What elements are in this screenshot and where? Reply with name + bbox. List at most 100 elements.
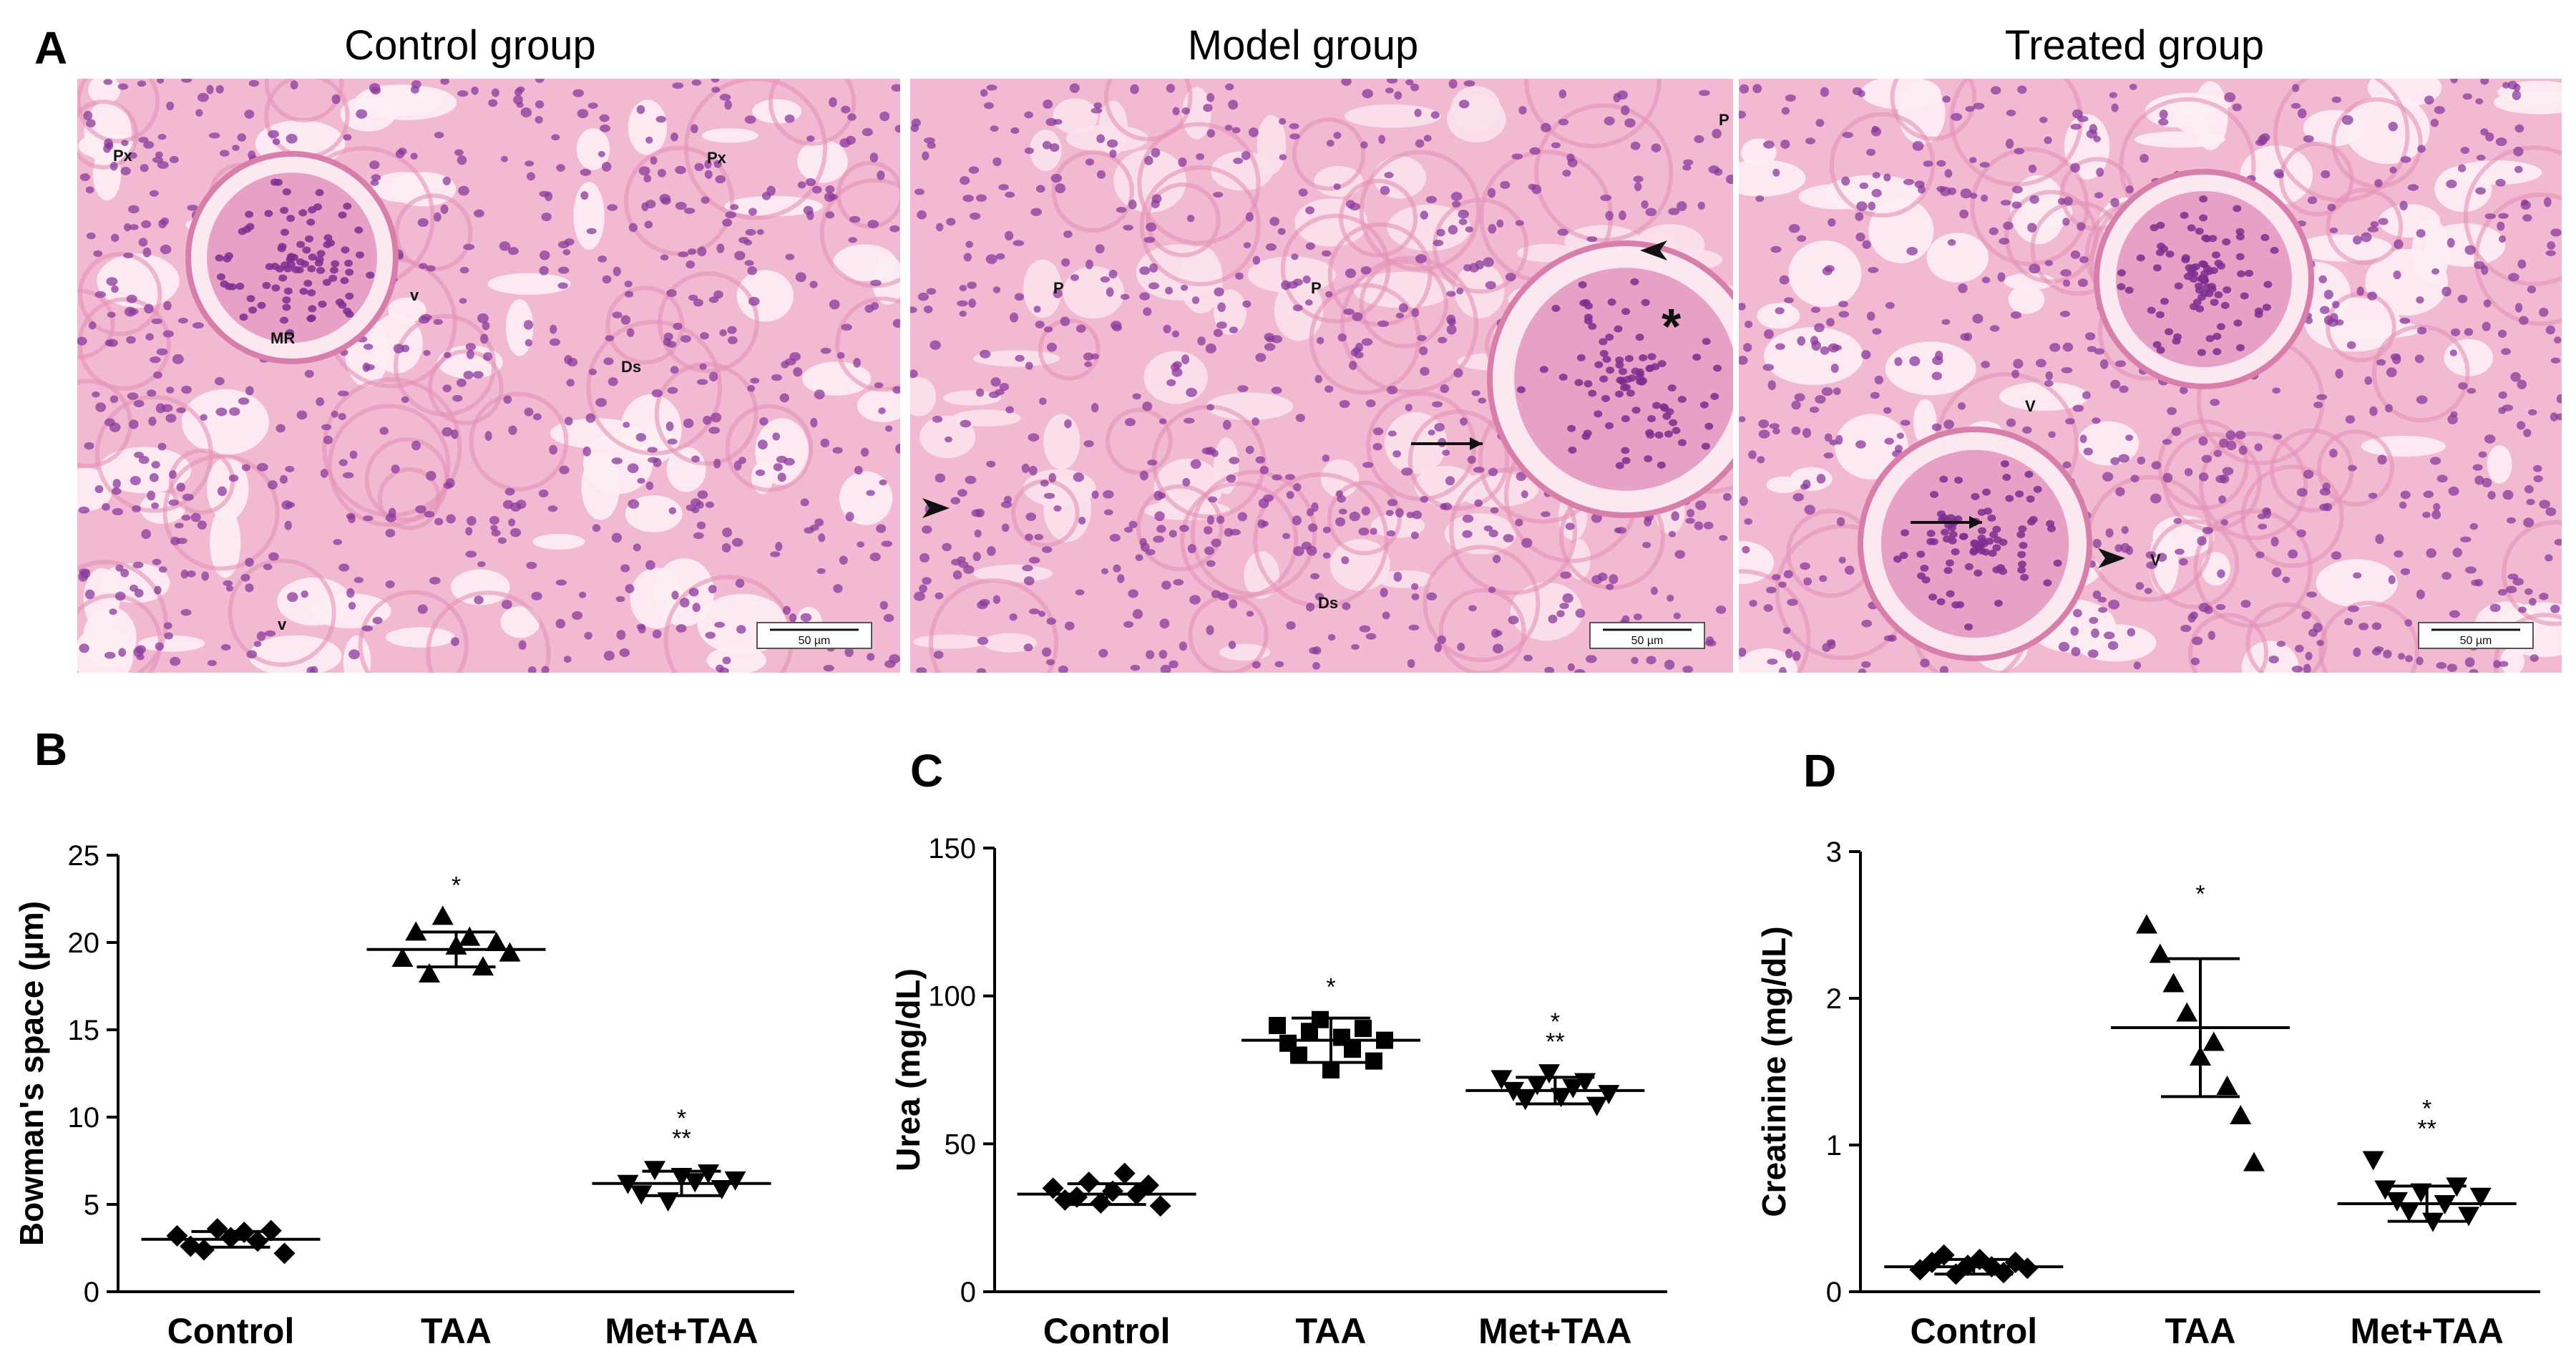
- data-point: [2458, 1207, 2479, 1227]
- x-category-label: Met+TAA: [605, 1311, 758, 1351]
- micrograph-label: V: [2150, 551, 2161, 569]
- data-point: [499, 942, 521, 962]
- y-tick-label: 0: [84, 1277, 99, 1308]
- significance-mark: *: [2195, 881, 2205, 908]
- y-tick-label: 25: [68, 840, 100, 872]
- data-point: [2176, 1002, 2198, 1022]
- y-axis-label: Creatinine (mg/dL): [1755, 926, 1792, 1217]
- data-point: [2362, 1151, 2384, 1171]
- chart-creatinine: 0 1 2 3 Creatinine (mg/dL) Control TAA Met+TAA *…: [1755, 837, 2540, 1351]
- scale-bar-label: 50 µm: [1631, 635, 1664, 647]
- y-tick-label: 20: [68, 927, 100, 959]
- y-tick-label: 1: [1826, 1130, 1842, 1161]
- data-point: [1138, 1174, 1159, 1197]
- data-point: [459, 926, 481, 946]
- x-category-label: Met+TAA: [1478, 1311, 1631, 1351]
- micrograph-title-treated: Treated group: [2004, 22, 2265, 69]
- panel-letter-c: C: [910, 745, 944, 797]
- micrograph-label: Px: [707, 149, 727, 167]
- micrograph-label: *: [1662, 298, 1682, 354]
- data-point: [2386, 1192, 2408, 1212]
- x-category-label: TAA: [2165, 1311, 2235, 1351]
- data-point: [431, 905, 454, 925]
- data-point: [180, 1235, 202, 1257]
- y-axis-label: Bowman's space (µm): [13, 901, 50, 1246]
- data-point: [1090, 1192, 1112, 1214]
- y-tick-label: 100: [928, 981, 976, 1013]
- data-point: [206, 1218, 228, 1240]
- data-point: [1365, 1052, 1382, 1070]
- series-Met+TAA: [617, 1161, 746, 1212]
- data-point: [273, 1242, 296, 1265]
- data-point: [2162, 973, 2185, 993]
- data-point: [485, 932, 507, 951]
- data-point: [1066, 1186, 1088, 1208]
- micrograph-label: P: [1311, 279, 1322, 297]
- scale-bar-label: 50 µm: [2460, 635, 2492, 647]
- chart-bowman-space: 0 5 10 15 20 25 Bowman's space (µm) Control TAA M…: [13, 840, 794, 1351]
- micrograph-control-image: PxPxMRvDsvv50 µm: [77, 79, 900, 673]
- data-point: [1149, 1195, 1171, 1217]
- significance-mark: **: [1546, 1028, 1564, 1056]
- micrograph-label: V: [2025, 397, 2036, 415]
- micrograph-label: MR: [270, 329, 295, 347]
- data-point: [1269, 1017, 1286, 1034]
- x-category-label: Control: [1910, 1311, 2037, 1351]
- micrograph-label: v: [278, 615, 287, 633]
- y-axis-label: Urea (mg/dL): [889, 968, 927, 1171]
- micrograph-label: Ds: [1318, 594, 1338, 612]
- x-category-label: Control: [167, 1311, 295, 1351]
- series-TAA: [1269, 1010, 1393, 1078]
- micrograph-title-control: Control group: [344, 22, 596, 69]
- data-point: [1355, 1020, 1372, 1038]
- significance-mark: **: [2417, 1116, 2436, 1143]
- micrograph-treated-image: V V 50 µm: [1739, 79, 2562, 673]
- panel-letter-d: D: [1803, 745, 1837, 797]
- micrograph-label: Px: [113, 147, 133, 165]
- x-category-label: Control: [1043, 1311, 1171, 1351]
- data-point: [630, 1185, 653, 1205]
- y-tick-label: 50: [945, 1129, 977, 1160]
- panel-letter-b: B: [34, 724, 68, 775]
- data-point: [2202, 1031, 2225, 1051]
- data-point: [1113, 1162, 1136, 1184]
- data-point: [166, 1224, 188, 1247]
- data-point: [1586, 1096, 1608, 1116]
- significance-mark: **: [672, 1125, 691, 1152]
- data-point: [1514, 1091, 1536, 1111]
- micrograph-control: PxPxMRvDsvv50 µm: [77, 79, 900, 673]
- x-category-label: TAA: [421, 1311, 492, 1351]
- data-point: [1312, 1010, 1329, 1028]
- data-point: [2136, 914, 2157, 934]
- x-category-label: Met+TAA: [2350, 1311, 2503, 1351]
- data-point: [419, 963, 440, 983]
- data-point: [2230, 1105, 2252, 1124]
- data-point: [2216, 1076, 2238, 1095]
- data-point: [193, 1239, 215, 1261]
- significance-mark: *: [1551, 1008, 1560, 1036]
- data-point: [405, 921, 427, 941]
- y-tick-label: 150: [928, 833, 976, 864]
- y-tick-label: 0: [1826, 1277, 1842, 1308]
- data-point: [1322, 1061, 1340, 1078]
- data-point: [2243, 1151, 2265, 1171]
- data-point: [724, 1171, 746, 1191]
- y-tick-label: 3: [1826, 837, 1842, 868]
- y-tick-label: 2: [1826, 983, 1842, 1015]
- micrograph-label: P: [1053, 279, 1064, 297]
- micrograph-label: v: [410, 286, 419, 304]
- data-point: [1526, 1076, 1548, 1096]
- data-point: [260, 1219, 282, 1242]
- y-tick-label: 15: [68, 1015, 100, 1046]
- data-point: [711, 1180, 733, 1200]
- data-point: [2016, 1257, 2039, 1280]
- data-point: [2398, 1202, 2420, 1222]
- significance-mark: *: [677, 1105, 686, 1132]
- significance-mark: *: [1326, 974, 1335, 1001]
- micrograph-model-image: P P P Ds * 50 µm: [910, 79, 1733, 673]
- scale-bar-label: 50 µm: [799, 635, 831, 647]
- data-point: [1290, 1046, 1307, 1064]
- panel-letter-a: A: [34, 22, 68, 74]
- data-point: [698, 1164, 719, 1184]
